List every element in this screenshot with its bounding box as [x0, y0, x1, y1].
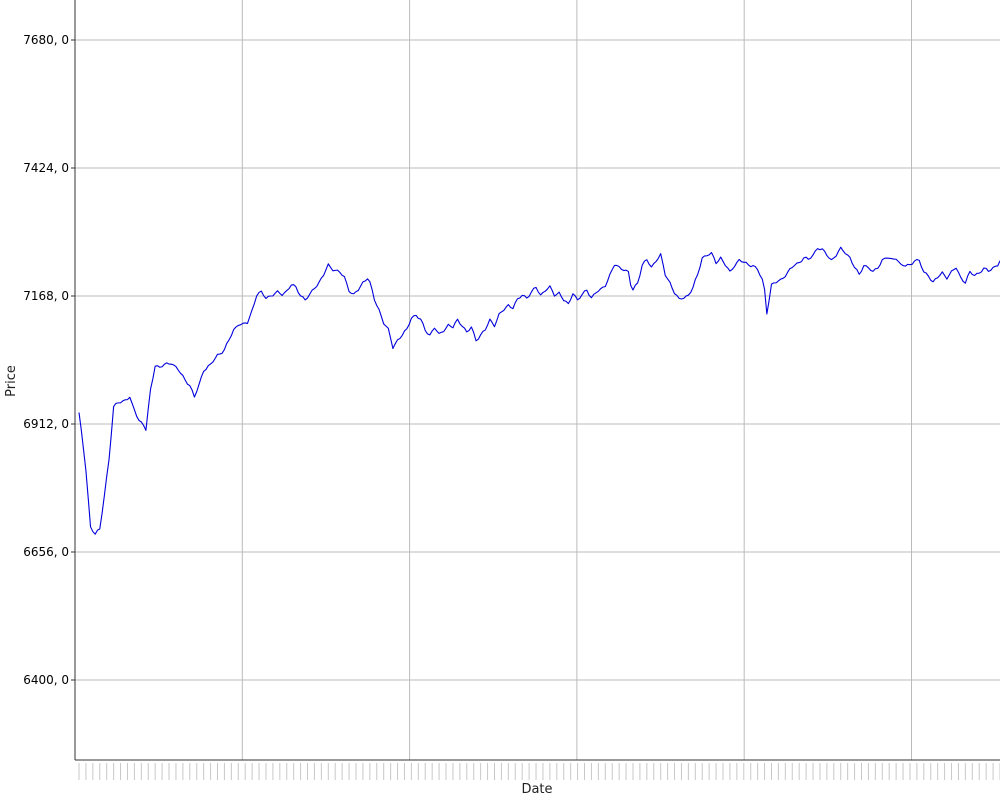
y-tick-label: 6912, 0	[23, 417, 69, 431]
x-axis-title: Date	[521, 782, 552, 797]
price-series-line	[78, 246, 1000, 535]
y-tick-label: 7680, 0	[23, 33, 69, 47]
y-tick-label: 6656, 0	[23, 545, 69, 559]
axis-layer	[71, 0, 1000, 761]
series-layer	[78, 246, 1000, 535]
y-tick-label: 7168, 0	[23, 289, 69, 303]
y-axis-title: Price	[4, 365, 19, 397]
y-tick-labels: 6400, 0 6656, 0 6912, 0 7168, 0 7424, 0 7680,…	[23, 33, 69, 687]
x-tick-labels	[78, 763, 1000, 780]
grid-layer	[75, 0, 1000, 760]
y-tick-label: 7424, 0	[23, 161, 69, 175]
y-tick-label: 6400, 0	[23, 673, 69, 687]
